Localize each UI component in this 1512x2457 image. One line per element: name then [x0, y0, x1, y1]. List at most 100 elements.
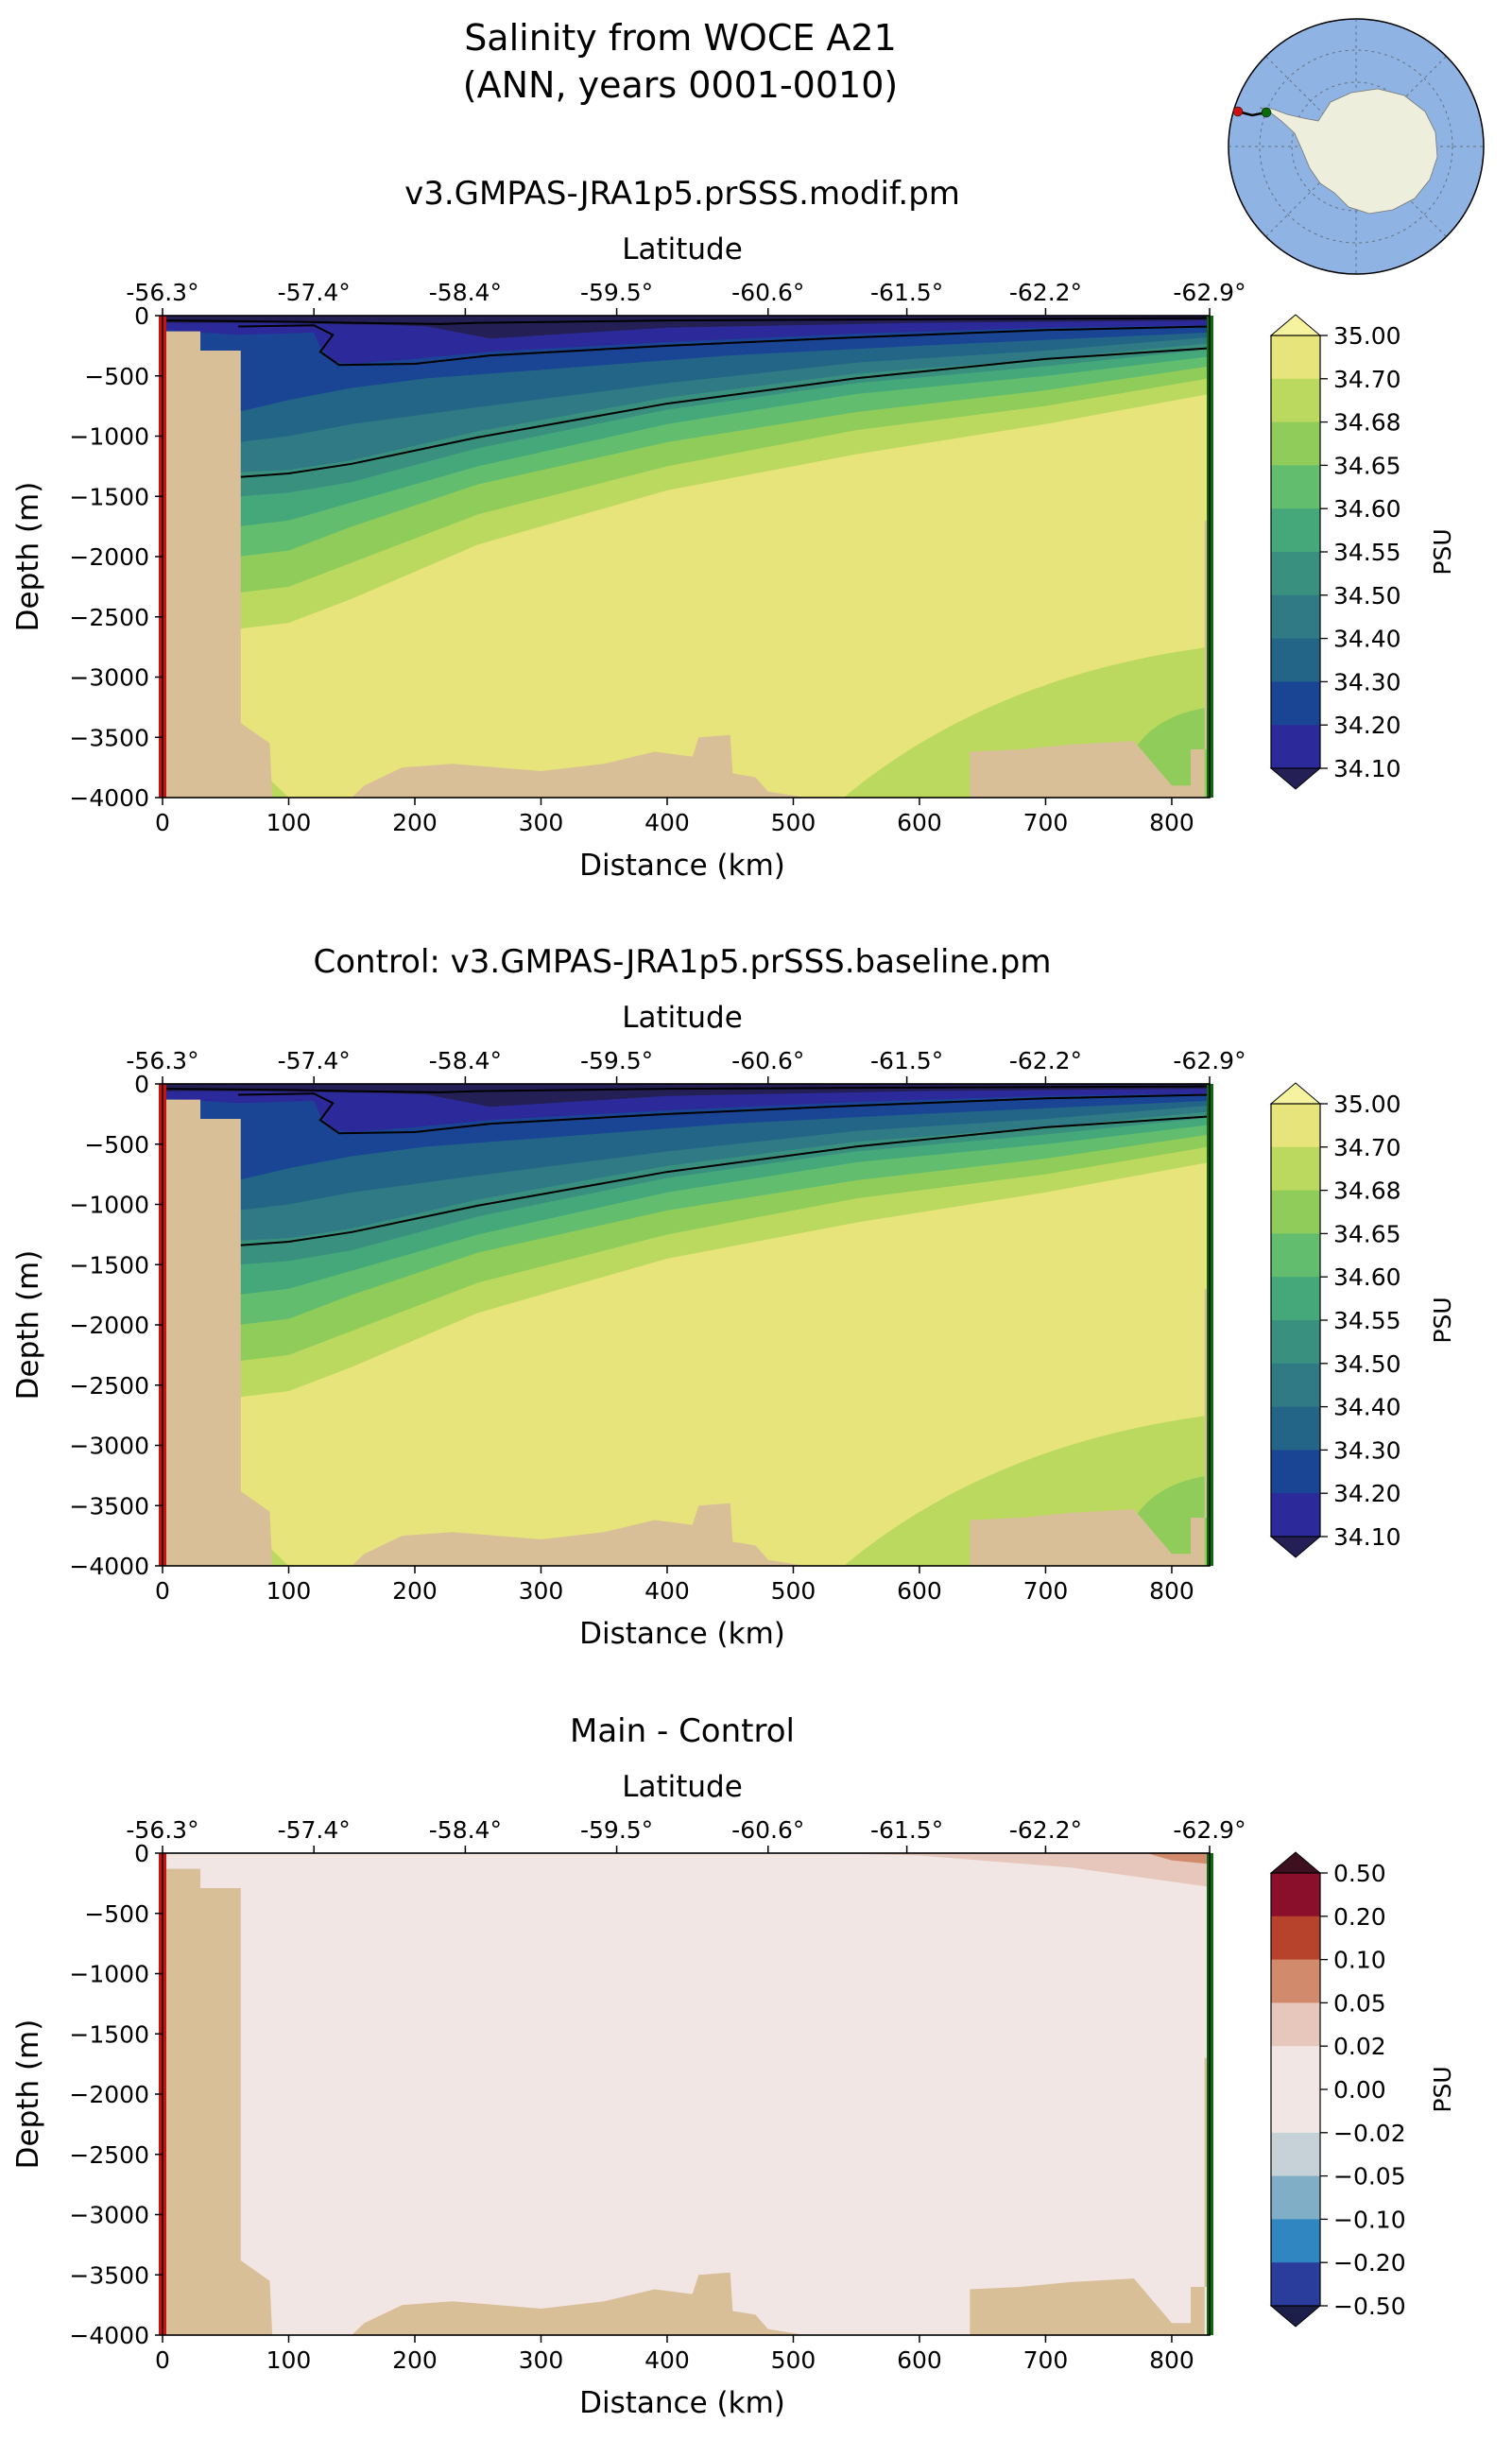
colorbar-tick-label: 34.20	[1333, 712, 1401, 739]
colorbar-swatch	[1271, 335, 1320, 380]
colorbar-swatch	[1271, 2002, 1320, 2047]
y-tick-label: −4000	[69, 784, 149, 812]
colorbar-swatch	[1271, 552, 1320, 596]
colorbar-tick-label: −0.20	[1333, 2249, 1406, 2277]
salinity-fill-under	[163, 1084, 1210, 1108]
lat-tick-label: -58.4°	[429, 279, 502, 306]
x-tick-label: 800	[1149, 2346, 1194, 2374]
diff-fill-0.10	[1146, 1853, 1210, 1864]
map-start-marker	[1232, 106, 1244, 117]
y-tick-label: −2500	[69, 2141, 149, 2169]
y-tick-label: −4000	[69, 1553, 149, 1580]
bathymetry	[163, 1868, 1210, 2335]
plot-area	[163, 1853, 1210, 2335]
colorbar-swatch	[1271, 1873, 1320, 1917]
colorbar-swatch	[1271, 2132, 1320, 2177]
x-tick-label: 800	[1149, 1577, 1194, 1605]
colorbar-swatch	[1271, 1277, 1320, 1321]
colorbar-swatch	[1271, 1363, 1320, 1408]
x-axis-label: Distance (km)	[579, 2386, 785, 2420]
colorbar-swatch	[1271, 594, 1320, 640]
colorbar-tick-label: −0.02	[1333, 2120, 1406, 2147]
colorbar-swatch	[1271, 1233, 1320, 1278]
colorbar: 35.00 34.70 34.68 34.65 34.60 34.55 34.50 34.40…	[1269, 314, 1456, 790]
lat-tick-label: -62.9°	[1173, 279, 1246, 306]
top-axis-label: Latitude	[622, 1001, 743, 1035]
lat-tick-label: -61.5°	[870, 1047, 943, 1074]
contour-line-2	[238, 1092, 1210, 1135]
colorbar-tick-label: 34.68	[1333, 1177, 1401, 1205]
lat-tick-label: -61.5°	[870, 1816, 943, 1844]
contour-line-3	[238, 347, 1210, 478]
salinity-band-34.10	[163, 316, 1210, 364]
colorbar-swatch	[1271, 1104, 1320, 1148]
colorbar-tick-label: 0.00	[1333, 2076, 1386, 2104]
colorbar-tick-label: 34.40	[1333, 1394, 1401, 1421]
panel-title: Main - Control	[570, 1712, 795, 1750]
x-tick-label: 400	[644, 2346, 690, 2374]
lat-tick-label: -57.4°	[278, 1047, 351, 1074]
y-tick-label: −3000	[69, 1433, 149, 1460]
lat-tick-label: -56.3°	[126, 279, 198, 306]
y-tick-label: −500	[84, 363, 149, 390]
colorbar-tick-label: 34.10	[1333, 1523, 1401, 1551]
contour-line-3	[238, 1115, 1210, 1246]
bathymetry	[163, 331, 1210, 798]
y-tick-label: −3500	[69, 724, 149, 751]
colorbar-tick-label: 35.00	[1333, 322, 1401, 350]
colorbar-swatch	[1271, 1146, 1320, 1192]
colorbar-swatch	[1271, 378, 1320, 423]
y-tick-label: −1000	[69, 423, 149, 451]
salinity-band-34.10	[163, 1084, 1210, 1132]
map-end-marker	[1261, 107, 1272, 118]
figure-title-line2: (ANN, years 0001-0010)	[463, 64, 898, 106]
lat-tick-label: -60.6°	[731, 279, 804, 306]
colorbar-tick-label: 0.20	[1333, 1903, 1386, 1931]
y-tick-label: −1000	[69, 1192, 149, 1219]
panel-2: Control: v3.GMPAS-JRA1p5.prSSS.baseline.…	[11, 943, 1456, 1651]
lat-tick-label: -62.2°	[1009, 279, 1082, 306]
y-tick-label: −1500	[69, 1251, 149, 1279]
colorbar-swatch	[1271, 1190, 1320, 1234]
lat-tick-label: -61.5°	[870, 279, 943, 306]
colorbar-extend-min	[1269, 767, 1322, 790]
top-axis-label: Latitude	[622, 1770, 743, 1804]
colorbar-label: PSU	[1429, 528, 1456, 575]
y-tick-label: −3500	[69, 2261, 149, 2289]
x-tick-label: 300	[519, 2346, 564, 2374]
lat-tick-label: -62.2°	[1009, 1816, 1082, 1844]
x-tick-label: 200	[392, 1577, 438, 1605]
y-tick-label: −2000	[69, 543, 149, 571]
colorbar: 0.50 0.20 0.10 0.05 0.02 0.00 −0.02 −0.05 −0.10 −…	[1269, 1851, 1456, 2328]
lat-tick-label: -58.4°	[429, 1047, 502, 1074]
colorbar-swatch	[1271, 465, 1320, 509]
colorbar-tick-label: 34.70	[1333, 366, 1401, 393]
colorbar-tick-label: 34.68	[1333, 409, 1401, 437]
x-tick-label: 100	[266, 809, 312, 836]
colorbar-tick-label: 34.30	[1333, 668, 1401, 696]
colorbar-tick-label: 34.10	[1333, 755, 1401, 782]
colorbar-tick-label: 0.05	[1333, 1989, 1386, 2017]
colorbar-swatch	[1271, 681, 1320, 726]
y-tick-label: 0	[134, 1071, 149, 1098]
salinity-fill-34.68-north	[269, 1547, 289, 1566]
colorbar-swatch	[1271, 1450, 1320, 1494]
contour-line-2	[238, 324, 1210, 367]
salinity-fill-under	[163, 316, 1210, 339]
panel-1: v3.GMPAS-JRA1p5.prSSS.modif.pm 0 100 200 300…	[11, 175, 1456, 883]
colorbar-tick-label: 0.02	[1333, 2033, 1386, 2060]
colorbar-tick-label: 0.50	[1333, 1860, 1386, 1887]
y-tick-label: −3500	[69, 1492, 149, 1520]
colorbar-swatch	[1271, 421, 1320, 466]
colorbar-tick-label: −0.05	[1333, 2163, 1406, 2191]
panel-title: Control: v3.GMPAS-JRA1p5.prSSS.baseline.…	[314, 943, 1052, 981]
colorbar-swatch	[1271, 1493, 1320, 1538]
x-tick-label: 600	[897, 809, 942, 836]
x-tick-label: 0	[155, 2346, 170, 2374]
colorbar-swatch	[1271, 1916, 1320, 1961]
colorbar-extend-min	[1269, 2305, 1322, 2328]
lat-tick-label: -57.4°	[278, 1816, 351, 1844]
lat-tick-label: -62.9°	[1173, 1047, 1246, 1074]
colorbar-tick-label: 34.70	[1333, 1134, 1401, 1161]
colorbar-extend-max	[1269, 1851, 1322, 1874]
